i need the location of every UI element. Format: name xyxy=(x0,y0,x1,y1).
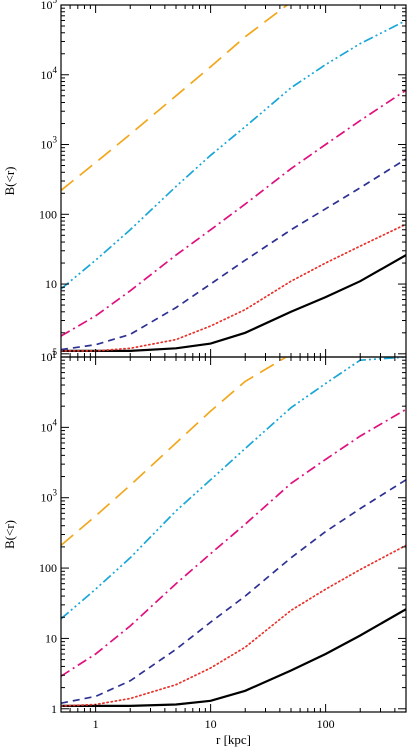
series-line-dash-dot xyxy=(61,89,406,337)
x-tick-label: 100 xyxy=(317,717,335,731)
y-ticks xyxy=(61,356,406,713)
x-tick-label: 1 xyxy=(93,717,99,731)
series-group xyxy=(61,357,406,707)
series-line-dash-dot-dot-dot xyxy=(61,19,406,290)
y-tick-label: 1 xyxy=(51,702,57,716)
panel-top: 1 10 100 103 104 105 B(<r) xyxy=(2,0,407,361)
series-line-long-dash xyxy=(61,357,288,547)
y-tick-label: 105 xyxy=(41,0,58,12)
x-axis-label: r [kpc] xyxy=(216,732,251,747)
y-tick-label: 10 xyxy=(45,277,57,291)
y-tick-label: 10 xyxy=(45,631,57,645)
x-tick-label: 10 xyxy=(205,717,217,731)
y-tick-label: 100 xyxy=(39,561,57,575)
y-tick-label: 1 xyxy=(51,347,57,361)
y-tick-label: 103 xyxy=(41,488,58,505)
y-tick-label: 104 xyxy=(41,65,58,82)
x-ticks xyxy=(60,5,407,357)
series-line-dashed xyxy=(61,479,406,705)
y-tick-label: 105 xyxy=(41,347,58,364)
y-tick-label: 100 xyxy=(39,207,57,221)
y-tick-label: 103 xyxy=(41,135,58,152)
series-line-solid xyxy=(61,608,406,707)
y-tick-label: 104 xyxy=(41,417,58,434)
y-ticks xyxy=(61,4,406,358)
y-axis-label: B(<r) xyxy=(2,167,17,196)
series-line-long-dash xyxy=(61,5,289,192)
x-ticks xyxy=(60,357,407,712)
series-line-dashed xyxy=(61,158,406,351)
series-line-dash-dot xyxy=(61,408,406,677)
series-group xyxy=(61,5,406,352)
series-line-solid xyxy=(61,254,406,352)
series-line-dash-dot-dot-dot xyxy=(61,357,406,620)
y-axis-label: B(<r) xyxy=(2,520,17,549)
series-line-dotted xyxy=(61,544,406,707)
series-line-dotted xyxy=(61,223,406,352)
